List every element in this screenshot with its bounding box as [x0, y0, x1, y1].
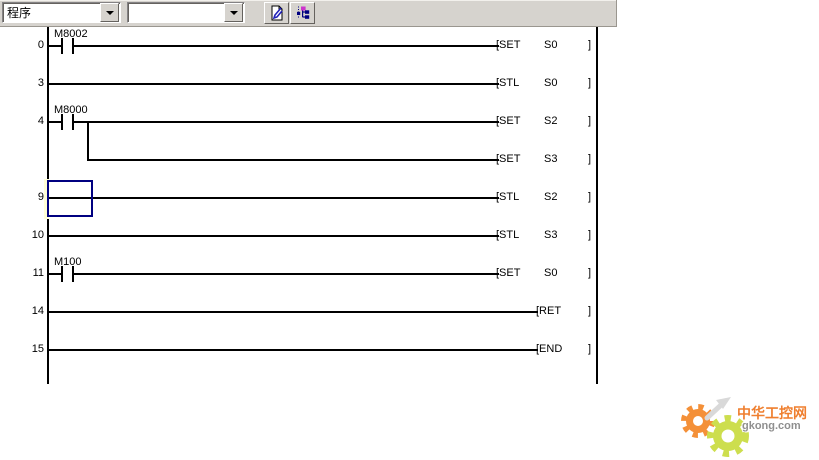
rung-step-number: 11 — [32, 267, 44, 279]
rung-line — [48, 311, 538, 313]
contact-label: M100 — [54, 256, 82, 268]
rung-step-number: 3 — [37, 77, 44, 89]
open-contact-symbol[interactable] — [61, 266, 63, 282]
watermark-domain: gkong.com — [742, 420, 801, 432]
open-contact-symbol[interactable] — [72, 266, 74, 282]
instruction-operand[interactable]: S2 — [544, 115, 558, 127]
instruction-close-bracket: ] — [588, 229, 592, 241]
open-contact-symbol[interactable] — [72, 114, 74, 130]
toolbar: 程序 — [0, 0, 617, 27]
instruction-close-bracket: ] — [588, 191, 592, 203]
chevron-down-icon[interactable] — [100, 3, 119, 22]
program-type-value: 程序 — [7, 6, 32, 20]
watermark-title: 中华工控网 — [737, 405, 807, 421]
instruction-opcode[interactable]: [SET — [496, 39, 521, 51]
selection-cursor[interactable] — [47, 180, 93, 217]
program-type-combobox[interactable]: 程序 — [2, 2, 121, 23]
instruction-operand[interactable]: S3 — [544, 153, 558, 165]
rung-step-number: 10 — [31, 229, 44, 241]
instruction-operand[interactable]: S0 — [544, 39, 558, 51]
instruction-opcode[interactable]: [RET — [536, 305, 562, 317]
rung-line — [48, 197, 499, 199]
instruction-opcode[interactable]: [END — [536, 343, 563, 355]
instruction-operand[interactable]: S0 — [544, 267, 558, 279]
rail-highlight — [44, 179, 49, 219]
rung-line — [74, 121, 499, 123]
open-contact-symbol[interactable] — [72, 38, 74, 54]
instruction-operand[interactable]: S0 — [544, 77, 558, 89]
contact-label: M8002 — [54, 28, 88, 40]
instruction-opcode[interactable]: [STL — [496, 191, 520, 203]
rung-line — [48, 273, 62, 275]
instruction-close-bracket: ] — [588, 305, 592, 317]
open-contact-symbol[interactable] — [61, 114, 63, 130]
branch-line — [87, 121, 89, 161]
green-gear-icon — [707, 415, 749, 457]
instruction-close-bracket: ] — [588, 115, 592, 127]
rung-line — [48, 45, 62, 47]
gkong-watermark-logo — [681, 397, 749, 457]
instruction-opcode[interactable]: [SET — [496, 267, 521, 279]
instruction-opcode[interactable]: [STL — [496, 229, 520, 241]
rung-line — [74, 45, 499, 47]
instruction-close-bracket: ] — [588, 39, 592, 51]
project-tree-button[interactable] — [290, 2, 315, 24]
instruction-opcode[interactable]: [SET — [496, 115, 521, 127]
instruction-operand[interactable]: S3 — [544, 229, 558, 241]
chevron-down-icon[interactable] — [224, 3, 243, 22]
instruction-opcode[interactable]: [STL — [496, 77, 520, 89]
instruction-operand[interactable]: S2 — [544, 191, 558, 203]
instruction-close-bracket: ] — [588, 343, 592, 355]
rung-line — [48, 121, 62, 123]
rung-step-number: 0 — [37, 39, 44, 51]
instruction-close-bracket: ] — [588, 267, 592, 279]
orange-gear-icon — [681, 404, 715, 438]
right-power-rail — [596, 27, 598, 384]
rung-line — [74, 273, 499, 275]
project-tree-icon — [296, 6, 309, 19]
data-name-combobox[interactable] — [127, 2, 245, 23]
rung-line — [48, 235, 499, 237]
contact-label: M8000 — [54, 104, 88, 116]
rung-line — [48, 349, 538, 351]
instruction-close-bracket: ] — [588, 153, 592, 165]
rung-step-number: 4 — [37, 115, 44, 127]
instruction-close-bracket: ] — [588, 77, 592, 89]
instruction-opcode[interactable]: [SET — [496, 153, 521, 165]
rung-step-number: 9 — [37, 191, 44, 203]
rung-step-number: 15 — [31, 343, 44, 355]
arrow-icon — [704, 402, 724, 421]
rung-step-number: 14 — [31, 305, 44, 317]
open-contact-symbol[interactable] — [61, 38, 63, 54]
rung-line — [87, 159, 499, 161]
edit-document-icon — [271, 5, 283, 21]
rung-line — [48, 83, 499, 85]
edit-document-button[interactable] — [264, 2, 289, 24]
